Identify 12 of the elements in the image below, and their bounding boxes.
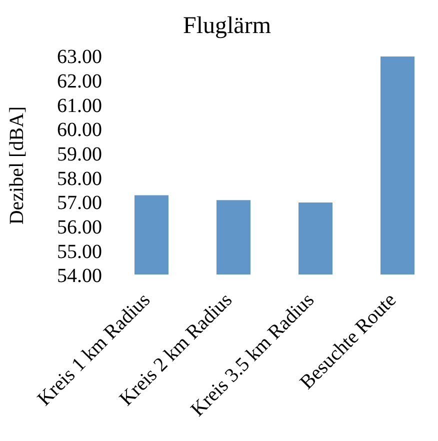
y-tick-label: 62.00 xyxy=(57,70,102,92)
y-axis-title: Dezibel [dBA] xyxy=(6,106,28,225)
y-tick-label: 59.00 xyxy=(57,143,102,166)
y-tick-label: 57.00 xyxy=(57,192,102,214)
y-tick-label: 60.00 xyxy=(57,119,102,142)
y-tick-label: 55.00 xyxy=(57,240,102,263)
y-tick-label: 58.00 xyxy=(57,168,102,190)
chart-title: Fluglärm xyxy=(182,12,272,41)
y-tick-label: 63.00 xyxy=(57,46,102,68)
y-tick-label: 61.00 xyxy=(57,94,102,117)
y-tick-label: 56.00 xyxy=(57,216,102,238)
y-tick-label: 54.00 xyxy=(57,265,102,288)
